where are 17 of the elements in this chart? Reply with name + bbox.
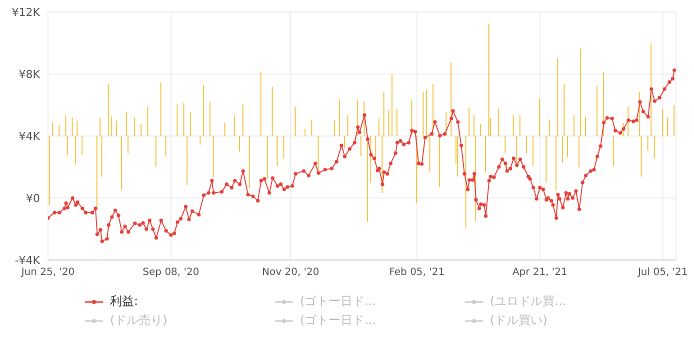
x-tick-label: Sep 08, '20: [142, 267, 200, 278]
legend-label: (ドル買い): [490, 312, 548, 329]
legend-label: (ゴトー日ド...: [300, 312, 376, 329]
y-tick-label: -¥4K: [14, 254, 41, 267]
legend-label: (ゴトー日ド...: [300, 293, 376, 310]
x-tick-label: Feb 05, '21: [389, 267, 445, 278]
y-tick-label: ¥12K: [12, 6, 41, 19]
x-tick-label: Nov 20, '20: [262, 267, 320, 278]
x-tick-label: Apr 21, '21: [512, 267, 568, 278]
x-tick-label: Jul 05, '21: [636, 267, 688, 278]
legend-label: 利益:: [110, 293, 138, 310]
y-tick-label: ¥0: [26, 192, 40, 205]
x-tick-label: Jun 25, '20: [20, 267, 75, 278]
y-tick-label: ¥8K: [18, 68, 41, 81]
legend-label: (ドル売り): [110, 312, 168, 329]
y-tick-label: ¥4K: [18, 130, 41, 143]
legend-label: (ユロドル買...: [490, 293, 566, 310]
